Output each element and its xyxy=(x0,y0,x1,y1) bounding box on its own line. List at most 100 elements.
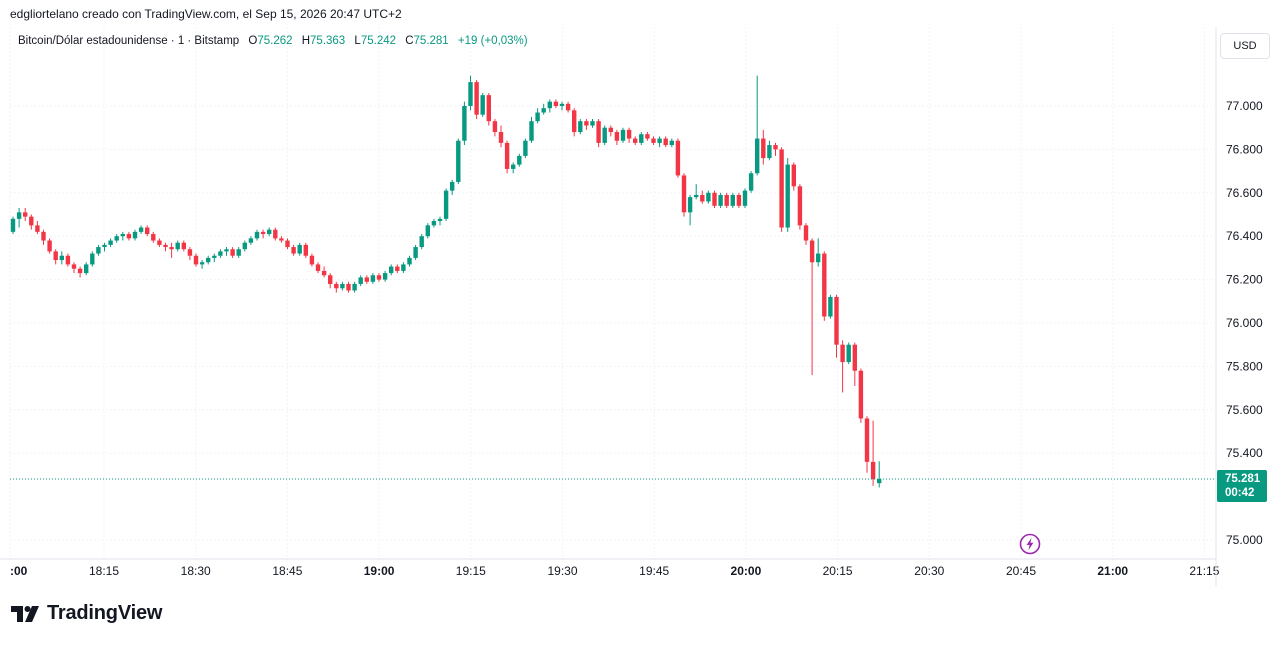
chart-area[interactable]: 77.000 76.800 76.600 76.400 76.200 76.000 75.8… xyxy=(0,27,1281,587)
candle-body xyxy=(206,257,211,263)
low-label: L xyxy=(354,35,361,47)
candle-body xyxy=(748,173,754,191)
candle xyxy=(846,342,851,365)
candle xyxy=(633,136,638,146)
candle-body xyxy=(712,192,717,206)
candle xyxy=(511,162,516,174)
candle-body xyxy=(41,231,46,241)
candle-body xyxy=(199,262,205,265)
candle-body xyxy=(535,112,540,122)
candle xyxy=(138,225,144,235)
change-value: +19 (+0,03%) xyxy=(457,35,528,47)
symbol-description: Bitcoin/Dólar estadounidense · 1 · Bitst… xyxy=(18,35,240,47)
candle-body xyxy=(462,106,467,141)
chart-grid xyxy=(9,27,1214,559)
candle-body xyxy=(315,264,321,271)
time-tick-label: 21:00 xyxy=(1097,564,1128,578)
candle xyxy=(791,162,796,191)
candle xyxy=(468,75,473,111)
candle-body xyxy=(413,247,418,258)
price-tick-label: 76.400 xyxy=(1226,229,1263,243)
candle-body xyxy=(578,121,583,133)
candle xyxy=(254,229,260,241)
candle-body xyxy=(303,244,308,256)
last-price-tag: 75.281 00:42 xyxy=(1217,470,1267,502)
candle xyxy=(523,138,528,159)
candle xyxy=(620,127,626,143)
candle-body xyxy=(584,121,589,126)
candlestick-chart[interactable]: 77.000 76.800 76.600 76.400 76.200 76.000 75.8… xyxy=(0,27,1281,587)
candle xyxy=(480,92,485,117)
candle-body xyxy=(260,231,266,235)
candle-body xyxy=(151,234,156,241)
candle-body xyxy=(572,110,577,133)
candle xyxy=(145,225,150,237)
candle xyxy=(834,294,839,358)
candle-body xyxy=(163,244,168,248)
candle-body xyxy=(370,275,376,282)
candle xyxy=(84,262,89,276)
candle xyxy=(596,119,601,148)
candle xyxy=(858,368,864,423)
candle xyxy=(474,79,479,120)
candle-body xyxy=(425,225,430,237)
candle-body xyxy=(877,479,882,484)
candle-body xyxy=(864,418,870,462)
bar-countdown: 00:42 xyxy=(1225,487,1255,499)
candle-body xyxy=(456,140,461,182)
candle xyxy=(389,264,394,276)
candle-body xyxy=(736,194,742,206)
candle xyxy=(504,140,510,174)
candle-body xyxy=(175,242,180,250)
currency-button[interactable]: USD xyxy=(1220,33,1270,59)
candle-body xyxy=(785,164,790,228)
candle xyxy=(96,244,101,256)
candle xyxy=(748,171,754,193)
candle xyxy=(657,136,662,148)
brand[interactable]: TradingView xyxy=(11,602,162,625)
candle-body xyxy=(468,82,473,106)
price-tick-label: 76.800 xyxy=(1226,142,1263,156)
candle xyxy=(346,281,351,293)
candle-body xyxy=(700,194,705,202)
time-tick-label: 20:30 xyxy=(914,564,944,578)
candle-body xyxy=(803,225,809,241)
candle-body xyxy=(71,264,77,269)
candle xyxy=(370,273,376,284)
candle xyxy=(169,242,174,258)
lightning-bolt-icon[interactable] xyxy=(1019,533,1041,555)
candle xyxy=(626,127,632,143)
candle-body xyxy=(651,138,656,143)
candle-body xyxy=(504,142,510,169)
candle-body xyxy=(822,253,827,317)
candle-body xyxy=(437,218,443,222)
candle xyxy=(59,251,64,265)
candle-body xyxy=(511,164,516,169)
candle-body xyxy=(114,236,119,241)
candle xyxy=(328,273,333,289)
candle xyxy=(669,138,674,148)
candle xyxy=(565,101,571,113)
candle-body xyxy=(620,129,626,141)
high-value: 75.363 xyxy=(310,35,346,47)
candle xyxy=(181,240,186,252)
tradingview-logo-icon xyxy=(11,605,39,622)
candle xyxy=(456,138,461,185)
candle-body xyxy=(828,296,833,317)
candle xyxy=(352,281,357,293)
candle xyxy=(651,136,656,146)
candle xyxy=(401,262,406,274)
last-price-value: 75.281 xyxy=(1225,473,1261,485)
candle xyxy=(376,273,382,282)
candle-body xyxy=(517,155,522,165)
time-tick-label: 20:15 xyxy=(823,564,853,578)
candle-body xyxy=(431,221,437,226)
candle xyxy=(431,218,437,228)
candle-body xyxy=(492,121,498,133)
candle-body xyxy=(846,344,851,363)
candle xyxy=(864,416,870,473)
candle xyxy=(706,190,711,204)
candle-body xyxy=(657,138,662,143)
candle xyxy=(877,461,882,488)
candle xyxy=(114,234,119,243)
